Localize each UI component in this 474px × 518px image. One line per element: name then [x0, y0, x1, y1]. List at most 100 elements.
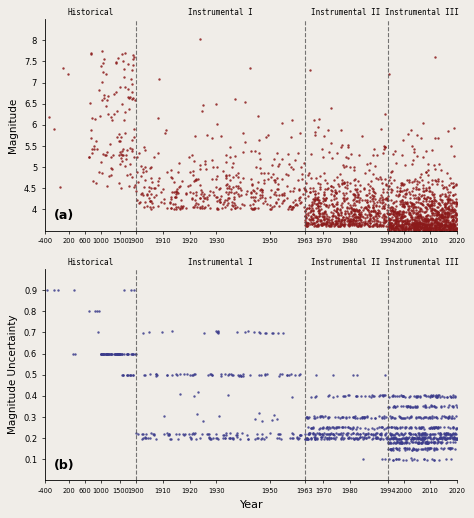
- Point: [413, 433, 420, 441]
- Point: [417, 214, 425, 222]
- Point: [46, 113, 53, 121]
- Point: [317, 199, 324, 207]
- Point: [432, 393, 439, 401]
- Point: [305, 204, 312, 212]
- Point: [311, 187, 319, 195]
- Point: [430, 195, 438, 204]
- Point: [356, 430, 364, 438]
- Point: [340, 222, 347, 230]
- Point: [412, 220, 419, 228]
- Point: [407, 220, 415, 228]
- Point: [411, 223, 419, 232]
- Point: [430, 445, 438, 454]
- Point: [400, 439, 408, 447]
- Point: [421, 403, 429, 411]
- Point: [406, 209, 413, 218]
- Point: [389, 392, 396, 400]
- Point: [332, 207, 340, 215]
- Point: [427, 444, 434, 452]
- Point: [116, 350, 123, 358]
- Point: [376, 430, 383, 438]
- Point: [415, 177, 423, 185]
- Point: [324, 221, 332, 229]
- Point: [317, 216, 325, 224]
- Point: [451, 438, 458, 446]
- Point: [101, 151, 109, 159]
- Point: [355, 210, 363, 219]
- Point: [346, 413, 353, 421]
- Point: [411, 434, 419, 442]
- Point: [367, 207, 375, 215]
- Point: [216, 184, 223, 192]
- Point: [206, 435, 214, 443]
- Point: [286, 202, 293, 210]
- Point: [441, 210, 449, 219]
- Point: [292, 201, 299, 209]
- Point: [118, 147, 126, 155]
- Point: [308, 220, 316, 228]
- Point: [371, 212, 379, 220]
- Point: [307, 207, 314, 215]
- Point: [334, 210, 341, 219]
- Point: [336, 205, 344, 213]
- Point: [242, 97, 249, 106]
- Point: [219, 167, 227, 175]
- Point: [402, 438, 410, 447]
- Point: [98, 158, 105, 166]
- Point: [387, 430, 395, 439]
- Point: [131, 350, 139, 358]
- Point: [395, 435, 403, 443]
- Point: [110, 350, 118, 358]
- Point: [384, 423, 392, 431]
- Point: [419, 430, 427, 438]
- Point: [422, 212, 429, 221]
- Point: [365, 166, 373, 175]
- Point: [410, 444, 417, 453]
- Point: [379, 391, 386, 399]
- Point: [449, 434, 457, 442]
- Point: [308, 200, 316, 209]
- Point: [410, 225, 418, 233]
- Point: [335, 182, 342, 190]
- Point: [99, 150, 106, 158]
- Point: [440, 433, 447, 441]
- Point: [422, 218, 429, 226]
- Point: [397, 210, 404, 219]
- Point: [408, 435, 415, 443]
- Point: [340, 197, 348, 206]
- Point: [245, 435, 252, 443]
- Point: [173, 185, 181, 193]
- Point: [404, 225, 411, 233]
- Point: [359, 412, 366, 421]
- Point: [323, 184, 330, 193]
- Point: [111, 350, 119, 358]
- Point: [453, 200, 461, 209]
- Point: [399, 438, 406, 447]
- Point: [304, 221, 312, 229]
- Point: [261, 370, 268, 378]
- Point: [310, 116, 318, 124]
- Point: [350, 206, 358, 214]
- Point: [238, 200, 246, 208]
- Point: [397, 413, 404, 422]
- Point: [398, 202, 405, 210]
- Point: [408, 199, 416, 208]
- Point: [327, 222, 335, 231]
- Point: [283, 371, 291, 379]
- Point: [386, 204, 393, 212]
- Point: [408, 212, 415, 221]
- Point: [385, 435, 393, 443]
- Point: [428, 402, 436, 410]
- Point: [237, 191, 245, 199]
- Point: [437, 434, 445, 442]
- Point: [196, 434, 204, 442]
- Point: [399, 439, 406, 448]
- Point: [387, 434, 395, 442]
- Point: [329, 370, 337, 379]
- Point: [395, 190, 403, 198]
- Point: [350, 221, 358, 229]
- Point: [319, 424, 326, 433]
- Point: [311, 195, 319, 204]
- Point: [281, 191, 288, 199]
- Point: [387, 209, 394, 218]
